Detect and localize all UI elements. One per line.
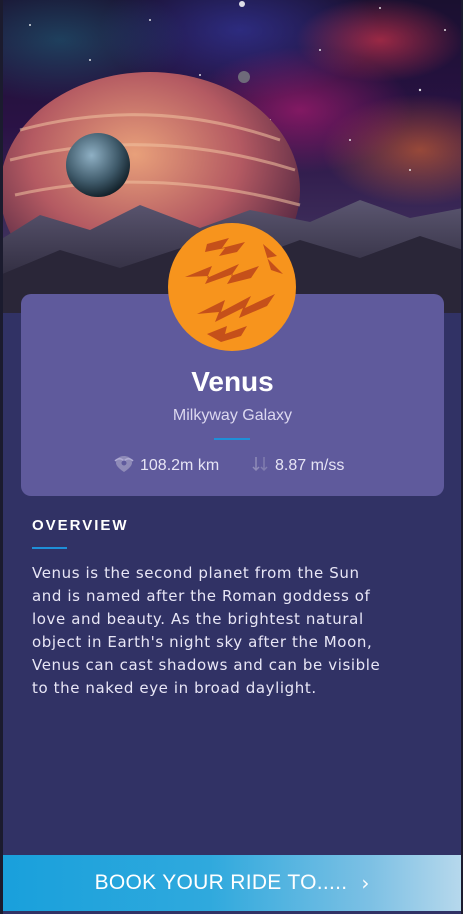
arrow-down-icon — [250, 455, 270, 477]
book-ride-label: BOOK YOUR RIDE TO..... — [94, 871, 348, 894]
name-divider — [214, 438, 250, 440]
planet-name: Venus — [191, 366, 274, 397]
stat-gravity: 8.87 m/ss — [250, 455, 344, 477]
venus-planet-icon — [167, 222, 297, 352]
planet-galaxy: Milkyway Galaxy — [172, 407, 293, 424]
location-pin-icon — [113, 455, 135, 477]
overview-line: and is named after the Roman goddess of — [32, 587, 371, 605]
overview-underline — [32, 547, 67, 549]
overview-heading: OVERVIEW — [32, 517, 129, 534]
stat-gravity-value: 8.87 m/ss — [275, 457, 345, 474]
frame-border-right — [461, 0, 463, 914]
chevron-right-icon: › — [361, 871, 370, 895]
overview-line: to the naked eye in broad daylight. — [32, 679, 317, 697]
book-ride-button[interactable]: BOOK YOUR RIDE TO..... › — [3, 855, 461, 911]
overview-line: Venus can cast shadows and can be visibl… — [32, 656, 381, 674]
overview-description: Venus is the second planet from the Sun … — [32, 562, 432, 700]
overview-line: love and beauty. As the brightest natura… — [32, 610, 364, 628]
overview-line: object in Earth's night sky after the Mo… — [32, 633, 373, 651]
stat-distance-value: 108.2m km — [140, 457, 220, 474]
overview-line: Venus is the second planet from the Sun — [32, 564, 360, 582]
frame-border-left — [0, 0, 3, 914]
stat-distance: 108.2m km — [113, 455, 219, 477]
